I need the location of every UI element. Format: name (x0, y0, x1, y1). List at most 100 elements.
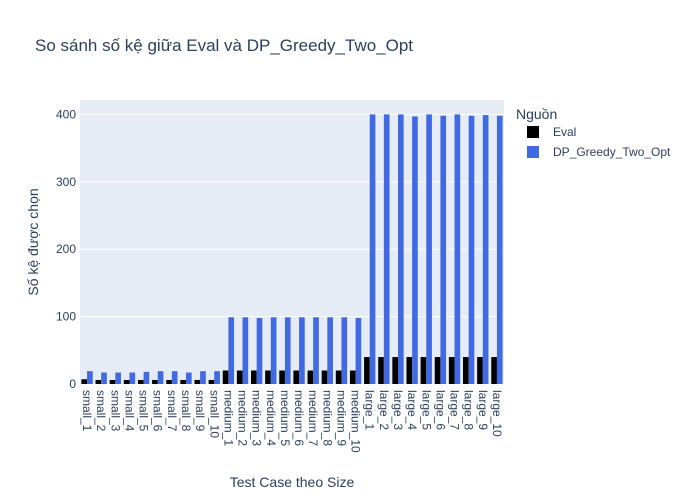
legend-items: Eval DP_Greedy_Two_Opt (527, 125, 671, 159)
x-tick-label: small_1 (80, 390, 94, 432)
x-tick-label: large_9 (476, 390, 490, 430)
x-tick-label: small_8 (179, 390, 193, 432)
bar-dp-greedy-two-opt (341, 317, 348, 384)
bar-eval (95, 379, 102, 384)
bar-eval (251, 370, 257, 384)
legend-label: Eval (553, 125, 576, 139)
x-tick-label: small_7 (165, 390, 179, 432)
bar-dp-greedy-two-opt (87, 371, 93, 384)
gridlines (80, 113, 504, 318)
x-tick-label: large_10 (490, 390, 504, 437)
plot-area (80, 100, 504, 384)
y-tick-label: 0 (69, 377, 76, 391)
bar-eval (109, 379, 116, 384)
x-tick-label: large_4 (405, 390, 419, 430)
bar-eval (123, 379, 130, 384)
legend-swatch (527, 146, 539, 158)
bar-eval (477, 357, 483, 384)
x-tick-label: small_4 (122, 390, 136, 432)
legend-label: DP_Greedy_Two_Opt (553, 145, 671, 159)
bar-dp-greedy-two-opt (115, 372, 121, 384)
bar-dp-greedy-two-opt (186, 372, 192, 384)
bar-eval (307, 370, 314, 384)
x-tick-label: small_2 (94, 390, 108, 432)
legend-swatch (527, 126, 539, 138)
legend: Nguồn Eval DP_Greedy_Two_Opt (516, 106, 671, 159)
bar-dp-greedy-two-opt (426, 114, 432, 385)
x-tick-label: large_3 (391, 390, 405, 430)
x-tick-label: medium_9 (334, 390, 348, 446)
bar-dp-greedy-two-opt (355, 317, 362, 384)
bar-eval (406, 357, 413, 384)
bar-eval (378, 357, 384, 384)
x-tick-label: small_6 (151, 390, 165, 432)
bar-eval (194, 379, 201, 384)
y-axis-ticks: 0 100 200 300 400 (56, 107, 76, 391)
x-axis-ticks: small_1 small_2 small_3 small_4 small_5 small… (80, 390, 504, 453)
x-tick-label: medium_1 (221, 390, 235, 446)
x-tick-label: small_3 (108, 390, 122, 432)
bar-eval (349, 370, 356, 384)
bar-eval (81, 379, 88, 384)
bar-eval (335, 370, 342, 384)
bar-eval (222, 370, 229, 384)
bar-dp-greedy-two-opt (129, 372, 136, 384)
bar-dp-greedy-two-opt (398, 114, 404, 385)
bar-dp-greedy-two-opt (383, 114, 390, 385)
bar-eval (321, 370, 328, 384)
x-tick-label: large_8 (462, 390, 476, 430)
bar-dp-greedy-two-opt (412, 116, 418, 385)
legend-title: Nguồn (516, 106, 557, 122)
bar-eval (208, 379, 215, 384)
bar-eval (137, 379, 144, 384)
bar-dp-greedy-two-opt (299, 317, 305, 384)
bar-dp-greedy-two-opt (157, 371, 164, 384)
x-tick-label: large_7 (448, 390, 462, 430)
bar-dp-greedy-two-opt (214, 371, 220, 384)
bar-dp-greedy-two-opt (101, 372, 107, 384)
y-tick-label: 400 (56, 107, 76, 121)
chart-title: So sánh số kệ giữa Eval và DP_Greedy_Two… (35, 36, 413, 55)
y-tick-label: 300 (56, 175, 76, 189)
x-tick-label: large_2 (377, 390, 391, 430)
bar-dp-greedy-two-opt (171, 371, 178, 384)
bar-eval (463, 357, 469, 384)
bar-dp-greedy-two-opt (468, 115, 475, 384)
y-tick-label: 100 (56, 310, 76, 324)
bar-dp-greedy-two-opt (242, 317, 249, 384)
x-tick-label: medium_8 (320, 390, 334, 446)
x-tick-label: medium_5 (278, 390, 292, 446)
bar-eval (491, 357, 497, 384)
x-tick-label: medium_2 (236, 390, 250, 446)
bar-dp-greedy-two-opt (440, 115, 447, 384)
bar-eval (180, 379, 186, 384)
x-tick-label: medium_3 (250, 390, 264, 446)
bar-dp-greedy-two-opt (454, 114, 461, 385)
bar-dp-greedy-two-opt (313, 317, 319, 384)
bar-eval (448, 357, 455, 384)
bar-eval (293, 370, 300, 384)
x-tick-label: small_9 (193, 390, 207, 432)
x-tick-label: medium_4 (264, 390, 278, 446)
bar-dp-greedy-two-opt (369, 114, 376, 385)
y-tick-label: 200 (56, 242, 76, 256)
bars (81, 114, 503, 385)
bar-eval (392, 357, 398, 384)
bar-dp-greedy-two-opt (256, 317, 263, 384)
x-tick-label: medium_10 (349, 390, 363, 453)
y-axis-title: Số kệ được chọn (25, 188, 41, 295)
bar-eval (236, 370, 243, 384)
bar-eval (434, 357, 441, 384)
bar-dp-greedy-two-opt (327, 317, 333, 384)
x-tick-label: large_6 (433, 390, 447, 430)
x-tick-label: small_10 (207, 390, 221, 438)
x-tick-label: large_5 (419, 390, 433, 430)
bar-dp-greedy-two-opt (482, 115, 489, 384)
bar-eval (265, 370, 271, 384)
bar-dp-greedy-two-opt (496, 115, 503, 384)
x-axis-title: Test Case theo Size (230, 474, 355, 490)
x-tick-label: large_1 (363, 390, 377, 430)
bar-dp-greedy-two-opt (270, 317, 277, 384)
x-tick-label: medium_7 (306, 390, 320, 446)
